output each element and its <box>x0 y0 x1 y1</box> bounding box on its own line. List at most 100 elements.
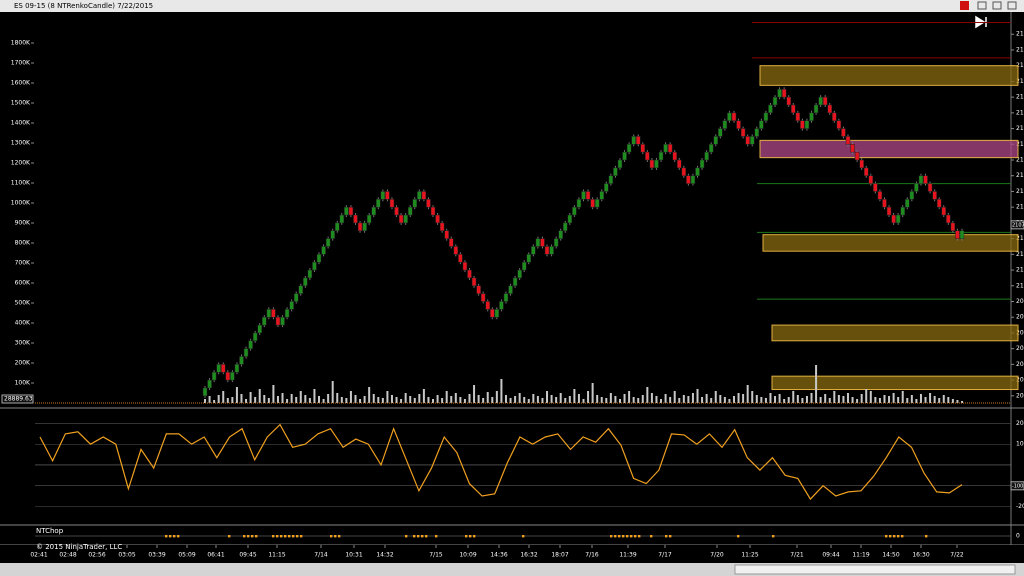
renko-brick <box>230 371 235 381</box>
renko-brick <box>868 175 874 184</box>
scroll-thumb[interactable] <box>734 564 1016 575</box>
renko-brick <box>686 175 691 184</box>
volume-bar <box>582 399 585 403</box>
y-tick-label: 2086 <box>1016 392 1024 399</box>
volume-bar <box>860 394 863 403</box>
volume-bar <box>299 391 302 403</box>
y-tick-label: 2130 <box>1016 46 1024 53</box>
window-button[interactable] <box>1007 1 1017 10</box>
y-tick-label: 2126 <box>1016 78 1024 85</box>
osc-value-label: -100.7 <box>1012 483 1024 489</box>
y-tick-label: 1800K <box>11 40 31 47</box>
renko-brick <box>645 151 650 161</box>
time-label: 7/14 <box>314 552 328 559</box>
volume-bar <box>491 397 494 403</box>
window-button[interactable] <box>977 1 987 10</box>
renko-brick <box>439 222 445 232</box>
price-zone <box>759 139 1019 159</box>
volume-bar <box>359 399 362 403</box>
volume-bar <box>390 395 393 403</box>
renko-brick <box>791 104 796 114</box>
renko-brick <box>718 128 723 137</box>
close-button[interactable] <box>960 1 969 10</box>
signal-dot <box>300 535 303 538</box>
volume-bar <box>915 399 918 403</box>
y-tick-label: 2104 <box>1016 251 1024 258</box>
renko-brick <box>745 136 750 145</box>
volume-bar <box>646 387 649 403</box>
y-tick-label: 2118 <box>1016 141 1024 148</box>
renko-brick <box>827 104 833 114</box>
renko-brick <box>202 387 208 397</box>
volume-bar <box>477 395 480 403</box>
signal-dot <box>610 535 613 538</box>
volume-bar <box>345 398 348 403</box>
y-tick-label: 1000K <box>11 200 31 207</box>
signal-dot <box>638 535 641 538</box>
volume-bar <box>395 397 398 403</box>
volume-bar <box>559 393 562 403</box>
renko-brick <box>604 183 609 192</box>
volume-bar <box>664 394 667 403</box>
volume-bar <box>892 393 895 403</box>
renko-brick <box>886 206 892 216</box>
price-zone <box>759 65 1019 86</box>
renko-brick <box>207 379 212 389</box>
renko-brick <box>444 230 449 239</box>
renko-brick <box>553 238 559 247</box>
renko-brick <box>681 167 687 176</box>
volume-bar <box>550 395 553 403</box>
volume-bar <box>327 394 330 403</box>
renko-brick <box>749 136 755 145</box>
y-tick-label: 300K <box>15 340 31 347</box>
volume-bar <box>495 391 498 403</box>
renko-brick <box>508 285 513 294</box>
volume-bar <box>910 395 913 403</box>
renko-brick <box>836 120 842 129</box>
time-label: 10:31 <box>345 552 362 559</box>
volume-bar <box>632 397 635 403</box>
volume-bar <box>400 399 403 403</box>
volume-bar <box>482 398 485 403</box>
volume-bar <box>865 389 868 403</box>
volume-bar <box>673 391 676 403</box>
renko-brick <box>622 151 627 161</box>
renko-brick <box>385 191 390 200</box>
volume-bar <box>769 393 772 403</box>
volume-bar <box>304 395 307 403</box>
volume-bar <box>432 399 435 403</box>
renko-brick <box>453 246 459 255</box>
renko-brick <box>590 199 595 208</box>
renko-brick <box>563 222 568 232</box>
volume-bar <box>272 385 275 403</box>
renko-brick <box>353 214 358 224</box>
volume-bar <box>276 396 279 403</box>
renko-brick <box>626 144 632 153</box>
volume-bar <box>655 396 658 403</box>
volume-bar <box>459 397 462 403</box>
volume-bar <box>322 399 325 403</box>
volume-bar <box>623 394 626 403</box>
volume-bar <box>842 396 845 403</box>
volume-bar <box>263 395 266 403</box>
volume-bar <box>687 396 690 403</box>
window-button[interactable] <box>992 1 1002 10</box>
renko-brick <box>512 277 518 287</box>
signal-dot <box>421 535 424 538</box>
renko-brick <box>927 183 933 192</box>
renko-brick <box>936 199 942 208</box>
signal-dot <box>334 535 337 538</box>
volume-bar <box>573 389 576 403</box>
renko-brick <box>421 191 427 200</box>
signal-dot <box>889 535 892 538</box>
time-label: 7/16 <box>585 552 599 559</box>
time-label: 03:39 <box>148 552 165 559</box>
signal-dot <box>897 535 900 538</box>
renko-brick <box>357 222 363 232</box>
y-tick-label: 2122 <box>1016 109 1024 116</box>
volume-bar <box>368 387 371 403</box>
renko-brick <box>635 136 641 145</box>
volume-bar <box>792 391 795 403</box>
renko-brick <box>617 159 623 169</box>
